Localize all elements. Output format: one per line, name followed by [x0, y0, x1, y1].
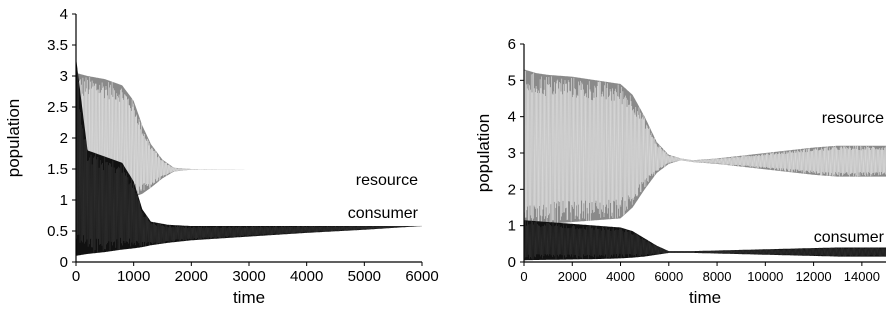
chart1-annotation-resource: resource: [356, 172, 418, 189]
chart2-x-tick-label: 14000: [844, 269, 880, 284]
chart2-y-tick-label: 5: [508, 72, 516, 89]
chart2-annotation-resource: resource: [822, 110, 884, 127]
chart1-y-tick-label: 1: [60, 192, 68, 209]
chart2-x-tick-label: 10000: [747, 269, 783, 284]
chart2-x-tick-label: 8000: [703, 269, 732, 284]
chart1-y-tick-label: 2.5: [47, 99, 68, 116]
chart2-annotation-consumer: consumer: [814, 229, 885, 246]
chart2-x-tick-label: 6000: [654, 269, 683, 284]
chart2-x-tick-label: 2000: [558, 269, 587, 284]
chart2-y-tick-label: 0: [508, 254, 516, 271]
chart1-resource-oscillation: [75, 76, 422, 247]
chart2-y-axis-label: population: [474, 114, 493, 192]
chart1-annotation-consumer: consumer: [348, 205, 419, 222]
chart1-y-tick-label: 1.5: [47, 161, 68, 178]
chart1-x-tick-label: 5000: [348, 268, 381, 285]
chart2-x-tick-label: 12000: [796, 269, 832, 284]
chart1-y-tick-label: 3.5: [47, 37, 68, 54]
chart1-x-tick-label: 2000: [175, 268, 208, 285]
chart1-x-tick-label: 4000: [290, 268, 323, 285]
chart2-consumer-oscillation: [523, 220, 886, 260]
chart2-y-tick-label: 2: [508, 181, 516, 198]
chart2-y-tick-label: 1: [508, 218, 516, 235]
chart2-x-axis-label: time: [689, 288, 721, 307]
chart1-y-tick-label: 2: [60, 130, 68, 147]
chart2-x-tick-label: 4000: [606, 269, 635, 284]
chart1-x-tick-label: 0: [72, 268, 80, 285]
chart1-y-tick-label: 0: [60, 254, 68, 271]
chart1-x-axis-label: time: [233, 288, 265, 307]
chart1-y-axis-label: population: [4, 99, 23, 177]
chart2-y-tick-label: 3: [508, 145, 516, 162]
chart2-y-tick-label: 6: [508, 36, 516, 53]
chart1-consumer-oscillation: [75, 58, 423, 253]
chart1-y-tick-label: 3: [60, 68, 68, 85]
chart2-y-tick-label: 4: [508, 109, 516, 126]
chart1-x-tick-label: 3000: [232, 268, 265, 285]
chart1-y-tick-label: 0.5: [47, 223, 68, 240]
chart2-x-tick-label: 0: [520, 269, 527, 284]
chart1-y-tick-label: 4: [60, 6, 68, 23]
chart1-x-tick-label: 1000: [117, 268, 150, 285]
chart2-resource-oscillation: [523, 70, 886, 226]
chart1-x-tick-label: 6000: [405, 268, 438, 285]
chart1-consumer-band: [76, 57, 422, 256]
